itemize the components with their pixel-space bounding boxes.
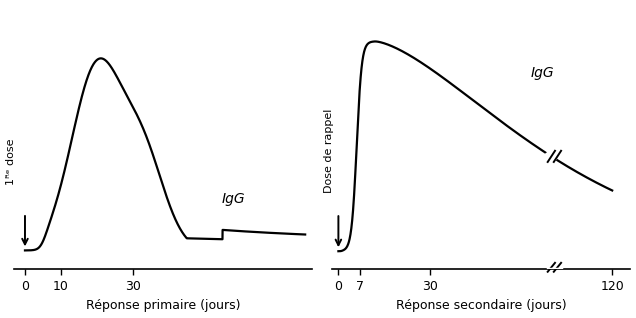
Text: IgG: IgG <box>530 66 554 80</box>
X-axis label: Réponse primaire (jours): Réponse primaire (jours) <box>86 300 240 313</box>
Text: IgG: IgG <box>221 192 245 206</box>
Text: 1ᴿᵉ dose: 1ᴿᵉ dose <box>6 139 16 185</box>
Text: Dose de rappel: Dose de rappel <box>324 108 334 193</box>
X-axis label: Réponse secondaire (jours): Réponse secondaire (jours) <box>396 300 567 313</box>
